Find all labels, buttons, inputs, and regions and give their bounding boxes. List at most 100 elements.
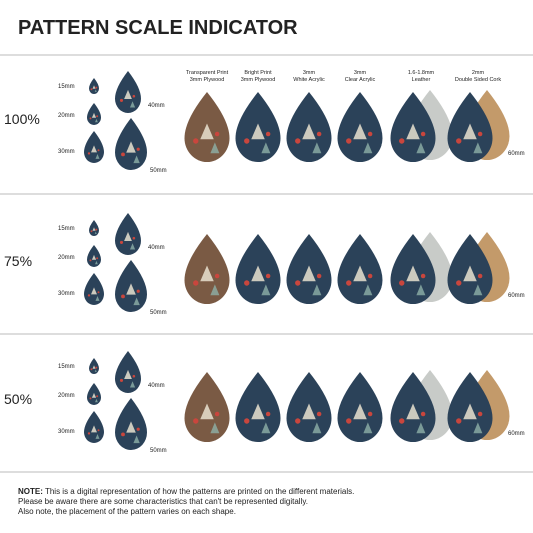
size-label: 15mm: [58, 84, 75, 90]
ornament: [420, 273, 426, 279]
material-name: 3mm Plywood: [190, 77, 225, 83]
ornament: [193, 138, 199, 144]
size-label: 15mm: [58, 364, 75, 370]
ornament: [346, 280, 352, 286]
tree-motif: [353, 403, 367, 420]
ornament: [90, 88, 93, 91]
scale-label: 75%: [4, 253, 32, 269]
tree-motif: [133, 155, 140, 164]
material-name: Double Sided Cork: [455, 77, 501, 83]
tree-motif: [406, 123, 420, 140]
tree-motif: [261, 284, 271, 296]
tree-motif: [406, 265, 420, 282]
size-label: 30mm: [58, 291, 75, 297]
tree-motif: [95, 154, 100, 159]
tree-motif: [473, 284, 483, 296]
tree-motif: [251, 265, 265, 282]
tree-motif: [91, 287, 97, 295]
tree-motif: [200, 265, 214, 282]
tree-motif: [95, 118, 98, 123]
ornament: [121, 152, 125, 157]
note-line: Also note, the placement of the pattern …: [18, 507, 236, 516]
tree-motif: [91, 145, 97, 153]
material-name: 1.6-1.8mm: [408, 70, 435, 76]
ornament: [87, 294, 91, 297]
note: NOTE: This is a digital representation o…: [18, 487, 354, 496]
ornament: [87, 432, 91, 435]
tree-motif: [363, 142, 373, 154]
tree-motif: [463, 265, 477, 282]
tree-motif: [91, 425, 97, 433]
tree-motif: [416, 142, 426, 154]
size-label: 50mm: [150, 448, 167, 454]
note-line: This is a digital representation of how …: [43, 487, 354, 496]
size-label: 60mm: [508, 431, 525, 437]
size-label: 20mm: [58, 393, 75, 399]
tree-motif: [251, 123, 265, 140]
material-name: 3mm: [303, 70, 316, 76]
ornament: [244, 138, 250, 144]
ornament: [420, 411, 426, 417]
ornament: [121, 294, 125, 299]
tree-motif: [210, 422, 220, 434]
ornament: [456, 418, 462, 424]
ornament: [90, 230, 93, 233]
tree-motif: [463, 123, 477, 140]
ornament: [95, 366, 98, 369]
ornament: [97, 149, 100, 152]
ornament: [244, 280, 250, 286]
tree-motif: [302, 265, 316, 282]
tree-motif: [261, 142, 271, 154]
tree-motif: [302, 403, 316, 420]
ornament: [214, 131, 220, 137]
tree-motif: [133, 435, 140, 444]
ornament: [132, 94, 136, 98]
ornament: [265, 411, 271, 417]
size-label: 20mm: [58, 255, 75, 261]
ornament: [132, 374, 136, 378]
ornament: [89, 117, 92, 120]
tree-motif: [124, 89, 132, 99]
size-label: 40mm: [148, 383, 165, 389]
ornament: [96, 257, 99, 260]
ornament: [193, 280, 199, 286]
tree-motif: [124, 231, 132, 241]
tree-motif: [95, 296, 100, 301]
tree-motif: [353, 265, 367, 282]
tree-motif: [129, 243, 136, 250]
ornament: [367, 411, 373, 417]
size-label: 30mm: [58, 149, 75, 155]
size-label: 60mm: [508, 293, 525, 299]
tree-motif: [124, 369, 132, 379]
scale-label: 100%: [4, 111, 40, 127]
ornament: [96, 115, 99, 118]
ornament: [367, 273, 373, 279]
ornament: [367, 131, 373, 137]
ornament: [399, 138, 405, 144]
size-label: 20mm: [58, 113, 75, 119]
ornament: [90, 368, 93, 371]
tree-motif: [312, 142, 322, 154]
ornament: [295, 280, 301, 286]
tree-motif: [133, 297, 140, 306]
tree-motif: [92, 227, 96, 231]
tree-motif: [95, 398, 98, 403]
size-label: 60mm: [508, 151, 525, 157]
ornament: [136, 289, 140, 293]
ornament: [97, 429, 100, 432]
tree-motif: [210, 284, 220, 296]
ornament: [316, 273, 322, 279]
ornament: [477, 131, 483, 137]
ornament: [214, 273, 220, 279]
ornament: [87, 152, 91, 155]
shapes: [84, 71, 510, 451]
ornament: [477, 411, 483, 417]
ornament: [420, 131, 426, 137]
ornament: [96, 395, 99, 398]
ornament: [119, 98, 124, 102]
tree-motif: [406, 403, 420, 420]
material-name: 3mm: [354, 70, 367, 76]
tree-motif: [210, 142, 220, 154]
size-label: 15mm: [58, 226, 75, 232]
tree-motif: [353, 123, 367, 140]
